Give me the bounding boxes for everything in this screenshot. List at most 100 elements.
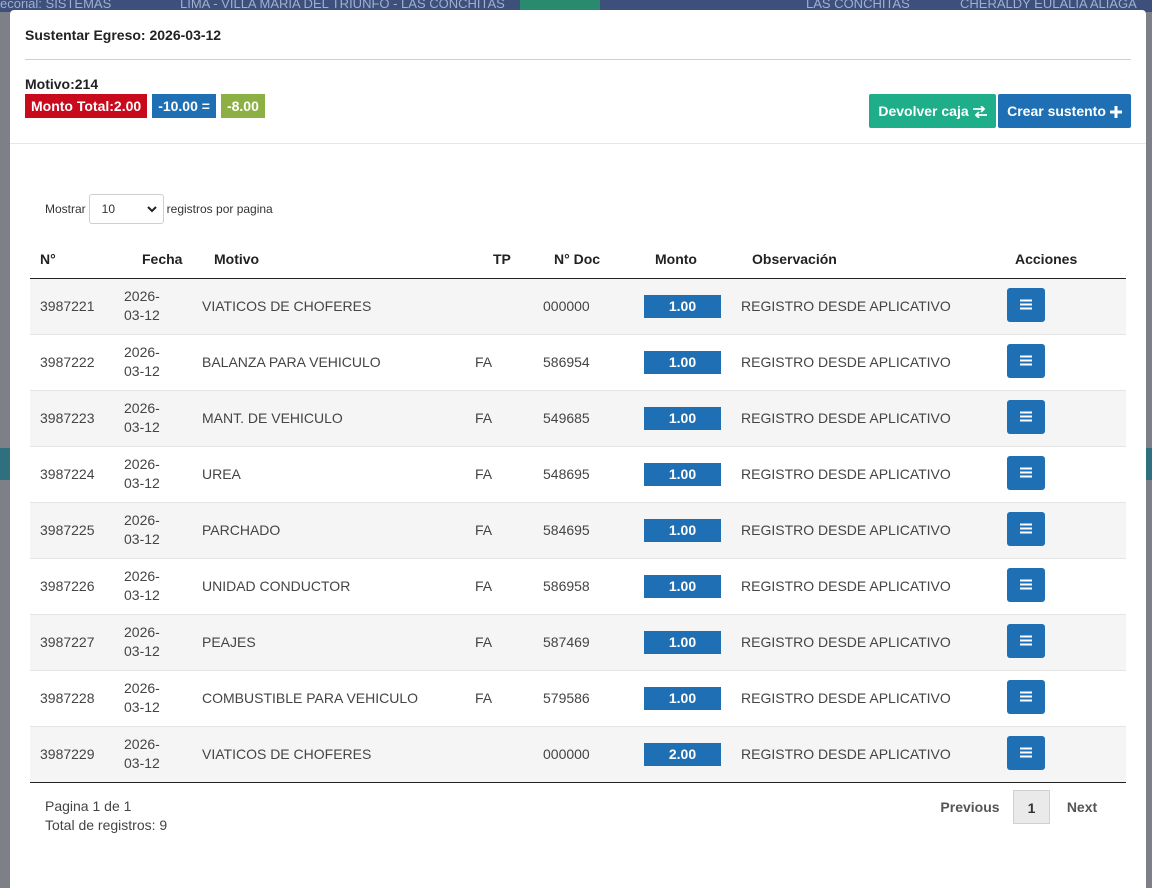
cell-doc: 000000 — [543, 278, 644, 334]
row-actions-button[interactable] — [1007, 623, 1045, 658]
cell-motivo: UREA — [198, 445, 475, 502]
cell-monto: 1.00 — [644, 445, 741, 502]
page-info: Pagina 1 de 1 — [45, 798, 132, 814]
cell-tp: FA — [475, 445, 543, 502]
monto-badge: 1.00 — [644, 406, 721, 430]
header-doc[interactable]: N° Doc — [543, 241, 644, 279]
cell-motivo: VIATICOS DE CHOFERES — [198, 278, 475, 334]
background-stripe — [0, 448, 10, 480]
hamburger-menu-icon — [1020, 299, 1032, 309]
cell-fecha: 2026- 03-12 — [124, 725, 198, 783]
cell-doc: 549685 — [543, 389, 644, 446]
cell-fecha: 2026- 03-12 — [124, 333, 198, 390]
cell-fecha-line1: 2026- — [124, 624, 160, 640]
cell-tp: FA — [475, 669, 543, 726]
cell-fecha-line1: 2026- — [124, 456, 160, 472]
cell-num: 3987229 — [30, 725, 124, 783]
header-tp[interactable]: TP — [475, 241, 543, 279]
page-1-button[interactable]: 1 — [1013, 790, 1050, 824]
previous-page-button[interactable]: Previous — [940, 799, 1000, 815]
cell-fecha: 2026- 03-12 — [124, 278, 198, 334]
cell-monto: 1.00 — [644, 669, 741, 726]
cell-observacion: REGISTRO DESDE APLICATIVO — [741, 557, 1007, 614]
row-actions-button[interactable] — [1007, 679, 1045, 714]
cell-doc: 586958 — [543, 557, 644, 614]
page-size-select[interactable]: 10 — [88, 194, 164, 224]
cell-tp: FA — [475, 501, 543, 558]
cell-monto: 2.00 — [644, 725, 741, 783]
title-divider — [25, 59, 1131, 60]
header-monto[interactable]: Monto — [644, 241, 741, 279]
hamburger-menu-icon — [1020, 355, 1032, 365]
cell-observacion: REGISTRO DESDE APLICATIVO — [741, 669, 1007, 726]
monto-badge: 1.00 — [644, 630, 721, 654]
row-actions-button[interactable] — [1007, 511, 1045, 546]
cell-fecha: 2026- 03-12 — [124, 557, 198, 614]
table-footer-info: Pagina 1 de 1 Total de registros: 9 — [45, 797, 167, 835]
cell-observacion: REGISTRO DESDE APLICATIVO — [741, 725, 1007, 783]
table-row: 3987224 2026- 03-12 UREA FA 548695 1.00 REGISTR… — [30, 445, 1126, 502]
row-actions-button[interactable] — [1007, 455, 1045, 490]
monto-badge: 1.00 — [644, 686, 721, 710]
cell-tp — [475, 278, 543, 334]
amount-badges: Monto Total:2.00 -10.00 = -8.00 — [25, 94, 265, 118]
cell-fecha-line2: 03-12 — [124, 475, 160, 491]
cell-fecha-line1: 2026- — [124, 736, 160, 752]
cell-fecha-line2: 03-12 — [124, 699, 160, 715]
cell-num: 3987227 — [30, 613, 124, 670]
header-acciones: Acciones — [1007, 241, 1126, 279]
minus-amount-badge: -10.00 = — [152, 94, 216, 118]
header-fecha[interactable]: Fecha — [124, 241, 198, 279]
table-header-row: N° Fecha Motivo TP N° Doc Monto Observac… — [30, 241, 1126, 279]
crear-sustento-button[interactable]: Crear sustento — [998, 94, 1131, 128]
cell-acciones — [1007, 669, 1126, 726]
cell-fecha-line1: 2026- — [124, 680, 160, 696]
row-actions-button[interactable] — [1007, 343, 1045, 378]
cell-fecha-line2: 03-12 — [124, 307, 160, 323]
monto-badge: 1.00 — [644, 518, 721, 542]
cell-acciones — [1007, 389, 1126, 446]
row-actions-button[interactable] — [1007, 399, 1045, 434]
cell-acciones — [1007, 501, 1126, 558]
cell-observacion: REGISTRO DESDE APLICATIVO — [741, 501, 1007, 558]
table-row: 3987226 2026- 03-12 UNIDAD CONDUCTOR FA 58695… — [30, 557, 1126, 614]
cell-fecha-line1: 2026- — [124, 344, 160, 360]
cell-doc: 587469 — [543, 613, 644, 670]
cell-acciones — [1007, 725, 1126, 783]
pagination: Previous 1 Next — [927, 790, 1114, 824]
cell-num: 3987221 — [30, 278, 124, 334]
cell-monto: 1.00 — [644, 557, 741, 614]
table-row: 3987225 2026- 03-12 PARCHADO FA 584695 1.00 REG… — [30, 501, 1126, 558]
cell-acciones — [1007, 278, 1126, 334]
devolver-caja-label: Devolver caja — [878, 103, 969, 119]
cell-fecha: 2026- 03-12 — [124, 501, 198, 558]
cell-acciones — [1007, 445, 1126, 502]
header-motivo[interactable]: Motivo — [198, 241, 475, 279]
background-title: ecorial: SISTEMAS — [0, 0, 112, 11]
background-location: LIMA - VILLA MARIA DEL TRIUNFO - LAS CON… — [180, 0, 505, 11]
devolver-caja-button[interactable]: Devolver caja — [869, 94, 996, 128]
cell-fecha-line1: 2026- — [124, 288, 160, 304]
row-actions-button[interactable] — [1007, 735, 1045, 770]
cell-fecha-line2: 03-12 — [124, 755, 160, 771]
records-per-page-label: registros por pagina — [166, 202, 273, 216]
cell-tp — [475, 725, 543, 783]
cell-fecha-line1: 2026- — [124, 400, 160, 416]
chevron-down-icon — [146, 206, 157, 213]
cell-monto: 1.00 — [644, 613, 741, 670]
monto-badge: 1.00 — [644, 462, 721, 486]
next-page-button[interactable]: Next — [1066, 799, 1098, 815]
cell-fecha: 2026- 03-12 — [124, 613, 198, 670]
header-observacion[interactable]: Observación — [741, 241, 1007, 279]
cell-fecha-line2: 03-12 — [124, 419, 160, 435]
cell-fecha-line2: 03-12 — [124, 643, 160, 659]
cell-monto: 1.00 — [644, 501, 741, 558]
cell-motivo: UNIDAD CONDUCTOR — [198, 557, 475, 614]
row-actions-button[interactable] — [1007, 567, 1045, 602]
page-size-control: Mostrar 10 registros por pagina — [45, 194, 273, 224]
modal-title: Sustentar Egreso: 2026-03-12 — [25, 27, 222, 43]
header-num[interactable]: N° — [30, 241, 124, 279]
row-actions-button[interactable] — [1007, 287, 1045, 322]
background-user: CHERALDY EULALIA ALIAGA — [960, 0, 1137, 11]
monto-badge: 1.00 — [644, 350, 721, 374]
